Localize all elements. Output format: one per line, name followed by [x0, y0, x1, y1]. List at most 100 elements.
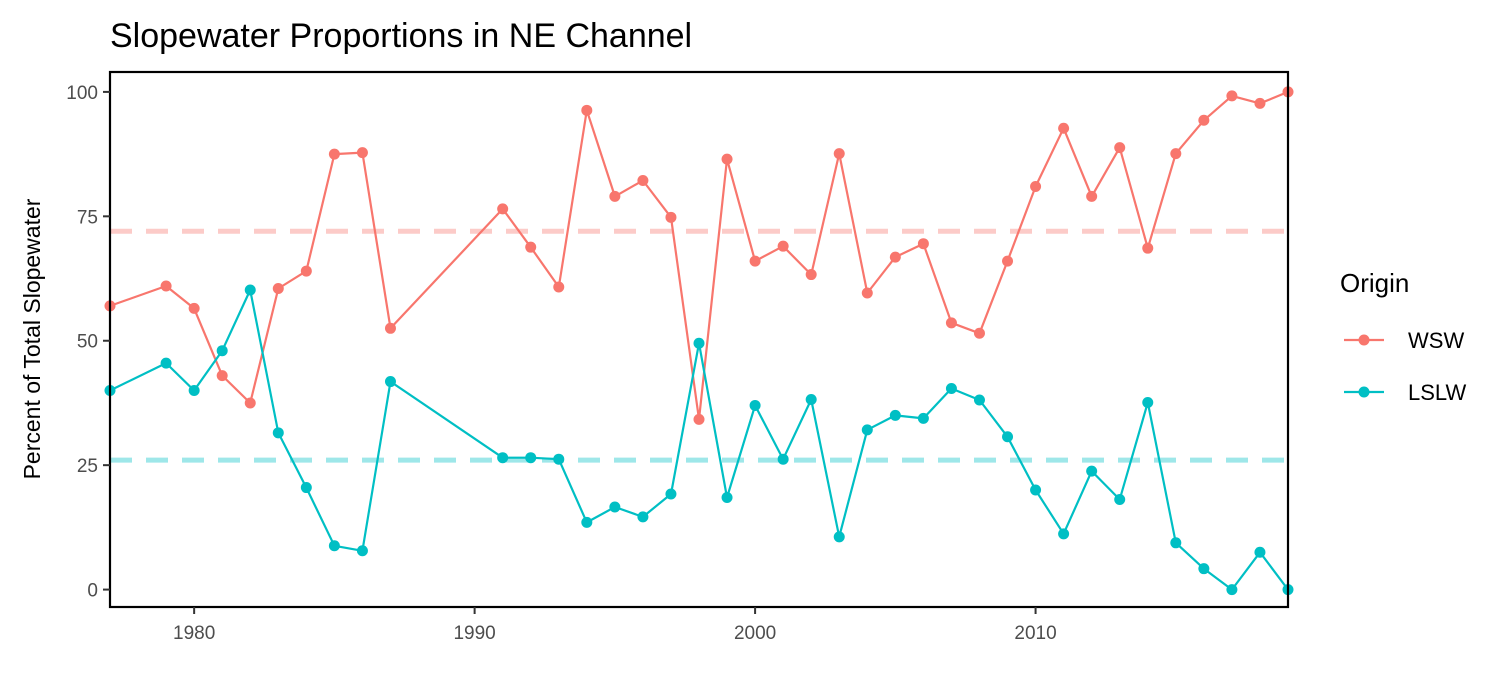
data-point-lslw-1979 — [160, 357, 172, 369]
data-point-wsw-2011 — [1058, 122, 1070, 134]
data-point-lslw-2005 — [889, 409, 901, 421]
x-tick-label: 1980 — [173, 623, 215, 644]
data-point-lslw-1986 — [356, 545, 368, 557]
plot-panel-border — [108, 70, 1290, 609]
x-tick-label: 1990 — [453, 623, 495, 644]
data-point-lslw-1994 — [581, 516, 593, 528]
data-point-wsw-1985 — [328, 148, 340, 160]
data-point-wsw-2015 — [1170, 148, 1182, 160]
data-point-lslw-2012 — [1086, 465, 1098, 477]
y-tick-label: 0 — [87, 581, 98, 602]
data-point-lslw-1980 — [188, 385, 200, 397]
reference-lines — [110, 228, 1288, 463]
data-point-lslw-2014 — [1142, 396, 1154, 408]
data-point-wsw-1992 — [525, 241, 537, 253]
data-point-lslw-2001 — [777, 453, 789, 465]
data-point-lslw-1981 — [216, 345, 228, 357]
y-tick-label: 50 — [77, 332, 98, 353]
data-point-lslw-1992 — [525, 452, 537, 464]
data-point-wsw-1979 — [160, 280, 172, 292]
y-axis-title: Percent of Total Slopewater — [19, 198, 45, 479]
data-point-lslw-2015 — [1170, 537, 1182, 549]
legend-label-wsw: WSW — [1408, 328, 1464, 353]
data-point-lslw-1983 — [272, 427, 284, 439]
data-point-wsw-1984 — [300, 265, 312, 277]
series-lslw — [104, 284, 1294, 596]
data-point-wsw-1983 — [272, 282, 284, 294]
data-point-wsw-1999 — [721, 153, 733, 165]
data-point-lslw-2017 — [1226, 584, 1238, 596]
data-point-wsw-1991 — [497, 203, 509, 215]
legend-item-wsw: WSW — [1344, 328, 1464, 353]
series-line-lslw — [109, 288, 1289, 591]
x-axis: 1980 1990 2000 2010 — [173, 607, 1057, 644]
series-wsw — [104, 86, 1294, 425]
data-point-lslw-2004 — [861, 424, 873, 436]
data-point-lslw-2010 — [1030, 484, 1042, 496]
data-point-lslw-2007 — [945, 383, 957, 395]
data-point-lslw-1987 — [384, 376, 396, 388]
data-point-wsw-1993 — [553, 281, 565, 293]
data-point-wsw-1980 — [188, 302, 200, 314]
data-point-lslw-1997 — [665, 488, 677, 500]
legend-key-point — [1358, 334, 1370, 346]
data-point-wsw-2002 — [805, 269, 817, 281]
y-tick-label: 25 — [77, 456, 98, 477]
data-point-wsw-2016 — [1198, 114, 1210, 126]
data-point-wsw-2003 — [833, 148, 845, 160]
data-point-lslw-1995 — [609, 501, 621, 513]
data-point-lslw-2006 — [917, 412, 929, 424]
data-point-wsw-2012 — [1086, 190, 1098, 202]
data-point-lslw-1993 — [553, 453, 565, 465]
data-point-wsw-2007 — [945, 317, 957, 329]
data-point-wsw-1986 — [356, 147, 368, 159]
data-point-wsw-2001 — [777, 240, 789, 252]
data-point-wsw-2009 — [1002, 255, 1014, 267]
legend: Origin WSW LSLW — [1340, 268, 1467, 405]
data-point-wsw-1981 — [216, 370, 228, 382]
data-point-lslw-1985 — [328, 540, 340, 552]
data-point-lslw-2011 — [1058, 528, 1070, 540]
data-point-lslw-1991 — [497, 452, 509, 464]
data-point-wsw-2013 — [1114, 142, 1126, 154]
data-point-lslw-1999 — [721, 492, 733, 504]
data-point-wsw-2005 — [889, 251, 901, 263]
data-point-wsw-2018 — [1254, 97, 1266, 109]
y-tick-label: 75 — [77, 207, 98, 228]
data-point-lslw-1996 — [637, 511, 649, 523]
data-point-wsw-1997 — [665, 211, 677, 223]
data-point-lslw-2000 — [749, 399, 761, 411]
x-tick-label: 2010 — [1014, 623, 1056, 644]
data-point-wsw-1995 — [609, 190, 621, 202]
data-point-lslw-2008 — [973, 394, 985, 406]
data-point-wsw-1998 — [693, 413, 705, 425]
data-point-wsw-1994 — [581, 104, 593, 116]
chart-title: Slopewater Proportions in NE Channel — [110, 17, 692, 55]
y-tick-label: 100 — [66, 83, 98, 104]
data-point-wsw-2008 — [973, 327, 985, 339]
series-line-wsw — [109, 90, 1289, 421]
data-point-lslw-1982 — [244, 284, 256, 296]
data-point-wsw-1996 — [637, 174, 649, 186]
data-point-lslw-2003 — [833, 531, 845, 543]
data-point-lslw-1998 — [693, 337, 705, 349]
x-tick-label: 2000 — [734, 623, 776, 644]
data-point-wsw-2010 — [1030, 180, 1042, 192]
data-point-wsw-2017 — [1226, 90, 1238, 102]
data-point-lslw-1984 — [300, 482, 312, 494]
data-point-lslw-2016 — [1198, 563, 1210, 575]
data-point-wsw-2000 — [749, 255, 761, 267]
data-point-wsw-1987 — [384, 322, 396, 334]
data-point-lslw-2018 — [1254, 546, 1266, 558]
data-point-lslw-2013 — [1114, 494, 1126, 506]
legend-item-lslw: LSLW — [1344, 380, 1467, 405]
legend-items: WSW LSLW — [1344, 328, 1467, 405]
legend-label-lslw: LSLW — [1408, 380, 1467, 405]
data-point-wsw-2006 — [917, 238, 929, 250]
series-layer — [104, 86, 1294, 596]
legend-title: Origin — [1340, 268, 1409, 298]
data-point-lslw-2009 — [1002, 431, 1014, 443]
data-point-lslw-2002 — [805, 393, 817, 405]
